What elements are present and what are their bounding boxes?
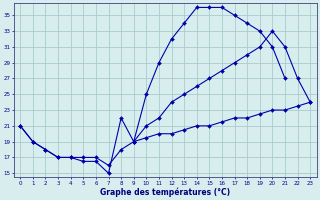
X-axis label: Graphe des températures (°C): Graphe des températures (°C) <box>100 187 230 197</box>
